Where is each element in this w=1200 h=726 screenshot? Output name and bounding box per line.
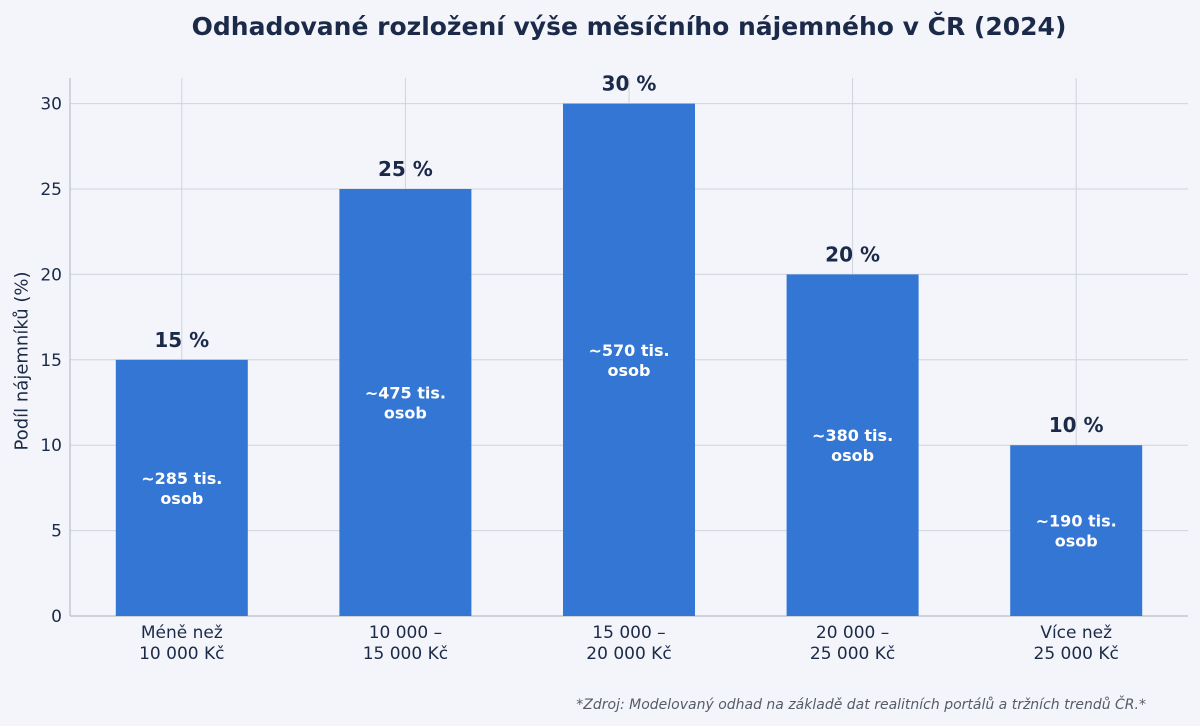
x-tick-label: Méně než bbox=[141, 623, 223, 643]
x-tick-label: 25 000 Kč bbox=[810, 644, 895, 664]
x-tick-label: 25 000 Kč bbox=[1034, 644, 1119, 664]
bar bbox=[563, 103, 695, 617]
bar bbox=[115, 359, 248, 616]
bar-inner-label: ~570 tis. bbox=[588, 341, 669, 360]
bar-inner-label: ~190 tis. bbox=[1036, 512, 1117, 531]
bar-inner-label: ~285 tis. bbox=[141, 469, 222, 488]
y-tick-label: 30 bbox=[40, 95, 62, 115]
bar-inner-label: osob bbox=[831, 446, 874, 465]
bar bbox=[1010, 445, 1143, 616]
y-tick-label: 5 bbox=[51, 522, 62, 542]
y-tick-label: 0 bbox=[51, 607, 62, 627]
x-tick-label: 10 000 Kč bbox=[139, 644, 224, 664]
bar-value-label: 10 % bbox=[1049, 413, 1104, 437]
bar-inner-label: osob bbox=[608, 361, 651, 380]
x-tick-label: 15 000 – bbox=[592, 623, 665, 643]
bar-inner-label: osob bbox=[1055, 532, 1098, 551]
y-tick-label: 10 bbox=[40, 436, 62, 456]
bar-value-label: 15 % bbox=[154, 328, 209, 352]
x-tick-label: 20 000 – bbox=[816, 623, 889, 643]
x-tick-label: Více než bbox=[1040, 623, 1112, 643]
bar bbox=[339, 189, 472, 616]
bar-inner-label: osob bbox=[160, 489, 203, 508]
bar bbox=[786, 274, 919, 616]
bar-value-label: 25 % bbox=[378, 157, 433, 181]
bar-value-label: 30 % bbox=[602, 72, 657, 96]
bar-inner-label: osob bbox=[384, 404, 427, 423]
y-tick-label: 25 bbox=[40, 180, 62, 200]
bar-value-label: 20 % bbox=[825, 242, 880, 266]
bar-inner-label: ~380 tis. bbox=[812, 426, 893, 445]
x-tick-label: 15 000 Kč bbox=[363, 644, 448, 664]
x-tick-label: 10 000 – bbox=[369, 623, 442, 643]
x-tick-label: 20 000 Kč bbox=[586, 644, 671, 664]
y-tick-label: 20 bbox=[40, 265, 62, 285]
source-note: *Zdroj: Modelovaný odhad na základě dat … bbox=[576, 697, 1146, 713]
bar-inner-label: ~475 tis. bbox=[365, 384, 446, 403]
y-tick-label: 15 bbox=[40, 351, 62, 371]
chart-title: Odhadované rozložení výše měsíčního náje… bbox=[191, 12, 1067, 41]
